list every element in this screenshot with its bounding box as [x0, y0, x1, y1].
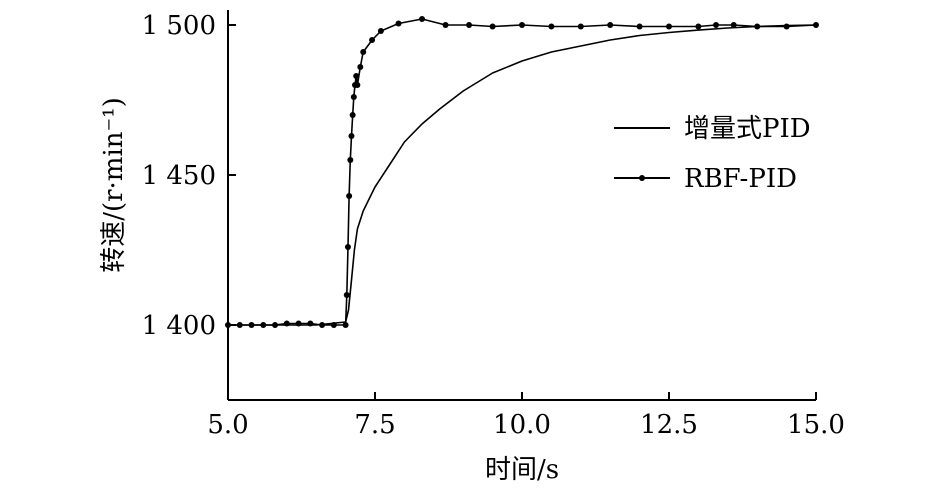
data-point	[548, 23, 555, 30]
series-layer	[225, 16, 819, 328]
data-point	[350, 94, 357, 100]
data-point	[377, 28, 384, 34]
data-point	[395, 20, 402, 27]
x-tick-label: 15.0	[787, 410, 845, 440]
data-point	[330, 322, 337, 328]
series-line-0	[228, 24, 817, 326]
legend-label-rbf-pid: RBF-PID	[684, 164, 797, 194]
data-point	[466, 22, 473, 28]
data-point	[307, 320, 314, 327]
data-point	[349, 112, 356, 118]
ticks: 5.0 7.5 10.0 12.5 15.0 1 400 1 450 1 500	[142, 11, 845, 440]
data-point	[695, 23, 702, 30]
data-point	[754, 23, 761, 30]
data-point	[354, 82, 361, 88]
data-point	[419, 16, 426, 22]
data-point	[295, 320, 302, 327]
y-tick-label: 1 450	[142, 161, 216, 191]
data-point	[519, 22, 525, 28]
data-point	[369, 37, 376, 43]
data-point	[236, 322, 243, 328]
data-point	[283, 320, 290, 327]
x-tick-label: 10.0	[493, 410, 551, 440]
data-point	[813, 22, 819, 28]
data-point	[360, 49, 367, 55]
data-point	[636, 23, 643, 30]
data-point	[357, 64, 364, 70]
data-point	[347, 157, 354, 163]
data-point	[353, 73, 360, 79]
y-tick-label: 1 400	[142, 311, 216, 341]
data-point	[713, 22, 720, 28]
legend: 增量式PID RBF-PID	[614, 114, 811, 194]
data-point	[225, 322, 231, 328]
data-point	[342, 322, 349, 328]
y-axis-label: 转速/(r·min⁻¹)	[99, 97, 129, 273]
data-point	[319, 322, 326, 328]
axes	[227, 10, 816, 401]
data-point	[344, 244, 351, 250]
data-point	[489, 23, 496, 30]
data-point	[260, 322, 267, 328]
data-point	[442, 22, 449, 28]
legend-marker-rbf-pid	[639, 175, 645, 181]
data-point	[248, 322, 255, 328]
x-tick-label: 12.5	[640, 410, 698, 440]
x-tick-label: 5.0	[207, 410, 248, 440]
data-point	[607, 22, 614, 28]
data-point	[346, 193, 353, 199]
data-point	[666, 23, 672, 30]
data-point	[577, 23, 584, 30]
x-tick-label: 7.5	[354, 410, 395, 440]
data-point	[730, 22, 737, 28]
data-point	[272, 322, 279, 328]
data-point	[348, 133, 355, 139]
x-axis-label: 时间/s	[485, 455, 559, 485]
y-tick-label: 1 500	[142, 11, 216, 41]
data-point	[343, 292, 350, 298]
data-point	[783, 23, 790, 30]
legend-label-incremental-pid: 增量式PID	[684, 114, 811, 144]
